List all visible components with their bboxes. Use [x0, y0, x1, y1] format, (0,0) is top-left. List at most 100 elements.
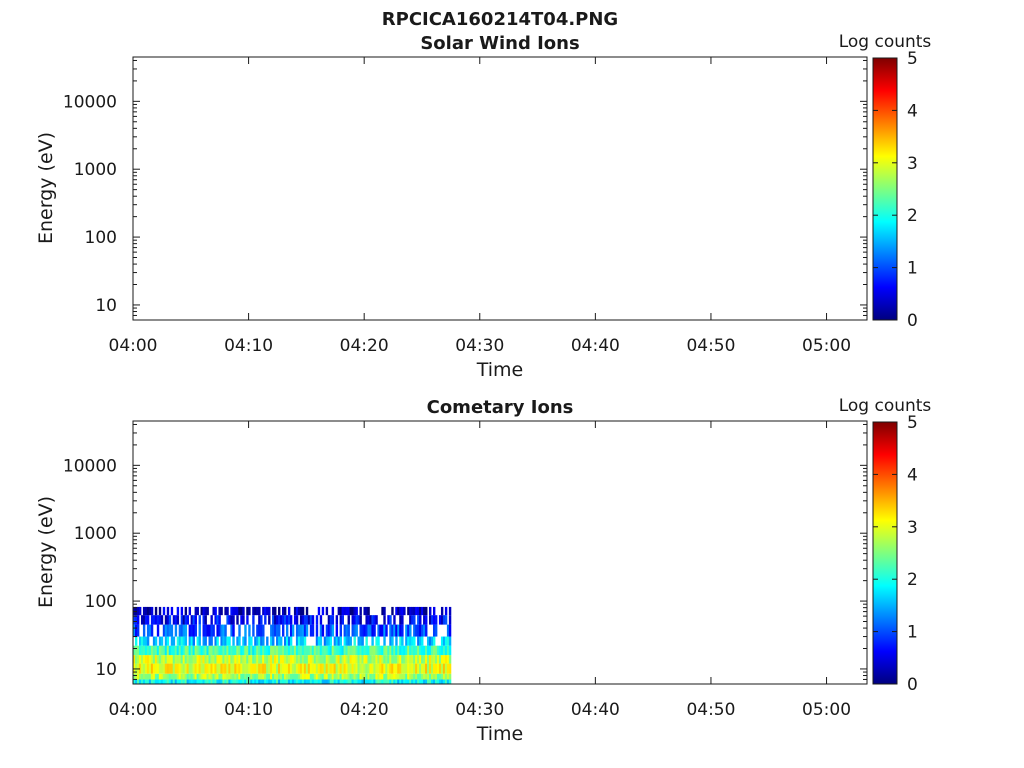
heatmap-cell	[431, 645, 434, 656]
heatmap-cell	[323, 655, 327, 664]
heatmap-cell	[405, 673, 408, 680]
heatmap-cell	[327, 624, 331, 637]
heatmap-cell	[283, 645, 287, 656]
heatmap-cell	[206, 673, 209, 680]
heatmap-cell	[413, 636, 416, 646]
heatmap-cell	[232, 636, 235, 646]
heatmap-cell	[337, 673, 341, 680]
heatmap-cell	[224, 655, 227, 664]
heatmap-cell	[319, 624, 323, 637]
heatmap-cell	[150, 606, 154, 616]
heatmap-cell	[413, 645, 416, 656]
heatmap-cell	[285, 655, 289, 664]
heatmap-cell	[293, 655, 297, 664]
heatmap-cell	[146, 615, 150, 625]
heatmap-cell	[325, 636, 329, 646]
heatmap-cell	[323, 679, 327, 684]
heatmap-cell	[333, 636, 337, 646]
heatmap-cell	[218, 606, 221, 616]
heatmap-cell	[432, 615, 436, 625]
heatmap-cell	[421, 645, 424, 656]
heatmap-cell	[381, 679, 384, 684]
heatmap-cell	[391, 606, 394, 616]
heatmap-cell	[210, 615, 213, 625]
heatmap-cell	[413, 679, 416, 684]
heatmap-cell	[230, 645, 233, 656]
heatmap-cell	[154, 636, 158, 646]
heatmap-cell	[367, 663, 370, 674]
heatmap-cell	[321, 645, 325, 656]
heatmap-cell	[236, 673, 239, 680]
heatmap-cell	[180, 636, 184, 646]
heatmap-cell	[345, 673, 348, 680]
heatmap-cell	[315, 615, 319, 625]
heatmap-cell	[375, 615, 378, 625]
heatmap-cell	[204, 645, 207, 656]
heatmap-cell	[283, 655, 287, 664]
heatmap-cell	[154, 673, 158, 680]
heatmap-cell	[170, 624, 174, 637]
heatmap-cell	[282, 655, 285, 664]
heatmap-cell	[387, 663, 390, 674]
heatmap-cell	[150, 663, 154, 674]
heatmap-cell	[349, 679, 352, 684]
heatmap-cell	[224, 679, 227, 684]
heatmap-cell	[442, 679, 446, 684]
heatmap-cell	[353, 636, 356, 646]
heatmap-cell	[345, 645, 348, 656]
heatmap-cell	[164, 636, 168, 646]
heatmap-cell	[202, 679, 205, 684]
heatmap-cell	[176, 606, 180, 616]
heatmap-cell	[222, 645, 225, 656]
heatmap-cell	[351, 645, 354, 656]
heatmap-cell	[242, 679, 245, 684]
heatmap-cell	[409, 624, 412, 637]
heatmap-cell	[305, 645, 309, 656]
heatmap-cell	[272, 615, 275, 625]
y-tick-label: 10000	[63, 456, 117, 476]
heatmap-cell	[411, 673, 414, 680]
heatmap-cell	[188, 645, 192, 656]
heatmap-cell	[228, 663, 231, 674]
heatmap-cell	[446, 655, 450, 664]
heatmap-cell	[283, 615, 287, 625]
heatmap-cell	[156, 655, 160, 664]
heatmap-cell	[425, 624, 428, 637]
heatmap-cell	[262, 673, 265, 680]
heatmap-cell	[280, 615, 283, 625]
heatmap-cell	[236, 679, 239, 684]
heatmap-cell	[411, 663, 414, 674]
heatmap-cell	[337, 636, 341, 646]
heatmap-cell	[270, 645, 273, 656]
heatmap-cell	[425, 606, 428, 616]
heatmap-cell	[146, 655, 150, 664]
heatmap-cell	[287, 615, 291, 625]
heatmap-cell	[136, 655, 140, 664]
heatmap-cell	[289, 615, 293, 625]
heatmap-cell	[297, 624, 301, 637]
heatmap-cell	[136, 606, 140, 616]
heatmap-cell	[446, 636, 450, 646]
heatmap-cell	[172, 655, 176, 664]
heatmap-cell	[375, 636, 378, 646]
heatmap-cell	[438, 673, 442, 680]
heatmap-cell	[335, 663, 339, 674]
heatmap-cell	[301, 655, 305, 664]
heatmap-cell	[329, 615, 333, 625]
heatmap-cell	[248, 655, 251, 664]
heatmap-cell	[315, 645, 319, 656]
heatmap-cell	[133, 673, 136, 680]
heatmap-cell	[164, 645, 168, 656]
heatmap-cell	[405, 645, 408, 656]
heatmap-cell	[347, 663, 350, 674]
heatmap-cell	[429, 655, 432, 664]
heatmap-cell	[210, 645, 213, 656]
heatmap-cell	[413, 606, 416, 616]
heatmap-cell	[399, 673, 402, 680]
heatmap-cell	[164, 624, 168, 637]
heatmap-cell	[413, 624, 416, 637]
heatmap-cell	[220, 679, 223, 684]
heatmap-cell	[144, 636, 148, 646]
heatmap-cell	[226, 663, 229, 674]
heatmap-cell	[204, 679, 207, 684]
